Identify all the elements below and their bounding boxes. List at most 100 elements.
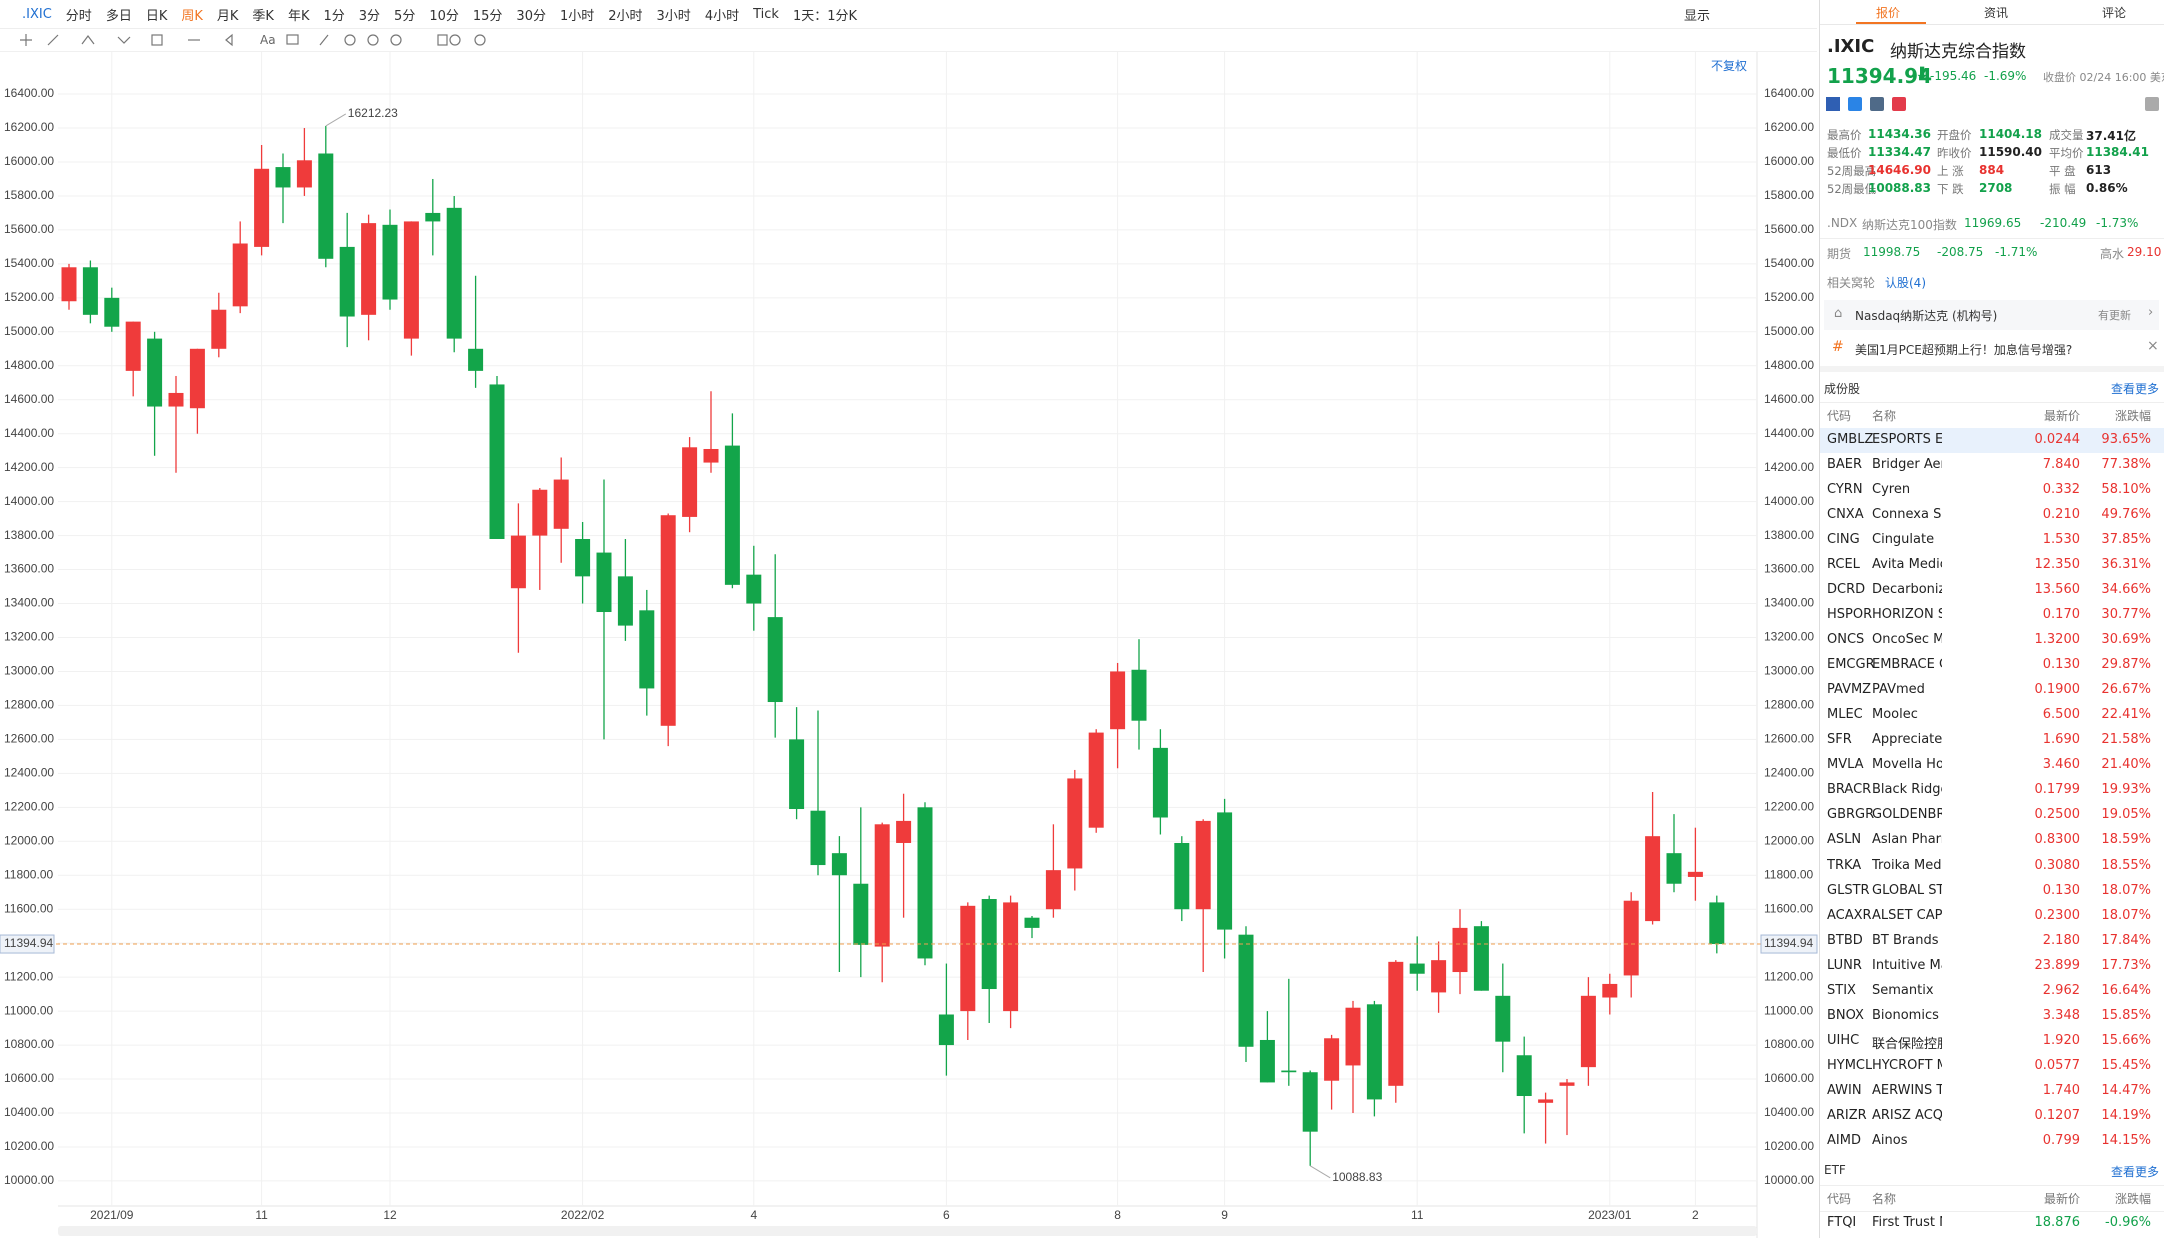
account-card[interactable] xyxy=(1824,300,2159,330)
table-row[interactable]: CNXA Connexa Sports 0.210 49.76% xyxy=(1820,503,2164,528)
table-row[interactable]: BTBD BT Brands 2.180 17.84% xyxy=(1820,929,2164,954)
period-button[interactable]: 2小时 xyxy=(608,8,643,24)
favorite-icon[interactable] xyxy=(1892,97,1906,111)
table-row[interactable]: RCEL Avita Medical 12.350 36.31% xyxy=(1820,553,2164,578)
y-tick-label: 15200.00 xyxy=(4,290,54,304)
table-row[interactable]: AIMD Ainos 0.799 14.15% xyxy=(1820,1129,2164,1154)
close-button[interactable]: × xyxy=(2147,338,2159,354)
wave-tool[interactable] xyxy=(117,36,131,44)
fib-tool[interactable] xyxy=(151,34,163,46)
app-icon[interactable] xyxy=(1848,97,1862,111)
table-row[interactable]: SFR Appreciate Hol 1.690 21.58% xyxy=(1820,728,2164,753)
period-button[interactable]: 月K xyxy=(216,8,239,24)
line-tool[interactable] xyxy=(47,34,59,46)
adjust-toggle[interactable]: 不复权 xyxy=(1711,59,1748,73)
see-more[interactable]: 查看更多 xyxy=(2111,1165,2160,1179)
settings-tool[interactable] xyxy=(474,34,486,46)
last-price: 0.170 xyxy=(2042,607,2080,623)
column-header[interactable]: 涨跌幅 xyxy=(2114,409,2151,423)
period-button[interactable]: 多日 xyxy=(105,8,132,24)
tab[interactable]: 资讯 xyxy=(1984,6,2009,20)
eye-tool[interactable] xyxy=(367,34,379,46)
column-header[interactable]: 涨跌幅 xyxy=(2114,1192,2151,1206)
change-pct: 58.10% xyxy=(2101,482,2151,498)
lock-tool[interactable] xyxy=(390,34,402,46)
column-header[interactable]: 代码 xyxy=(1827,1192,1852,1206)
tab[interactable]: 报价 xyxy=(1876,6,1901,20)
column-header[interactable]: 名称 xyxy=(1872,1192,1897,1206)
display-menu[interactable]: 显示 xyxy=(1683,8,1710,24)
alert-icon[interactable] xyxy=(2145,97,2159,111)
tab[interactable]: 评论 xyxy=(2102,6,2127,20)
column-header[interactable]: 名称 xyxy=(1872,409,1897,423)
period-button[interactable]: 3小时 xyxy=(656,8,691,24)
period-button[interactable]: 分时 xyxy=(65,8,92,24)
warrants-link[interactable]: 认股(4) xyxy=(1885,276,1926,290)
table-row[interactable]: DCRD Decarbonizatio 13.560 34.66% xyxy=(1820,578,2164,603)
text-tool[interactable]: Aa xyxy=(260,33,276,47)
link-tool[interactable] xyxy=(449,34,461,46)
delete-tool[interactable] xyxy=(437,34,448,46)
period-button[interactable]: 30分 xyxy=(516,8,546,24)
table-row[interactable]: MVLA Movella Holdin 3.460 21.40% xyxy=(1820,753,2164,778)
table-row[interactable]: BNOX Bionomics 3.348 15.85% xyxy=(1820,1004,2164,1029)
period-button[interactable]: 10分 xyxy=(429,8,459,24)
column-header[interactable]: 最新价 xyxy=(2043,409,2080,423)
last-price: 18.876 xyxy=(2034,1215,2081,1230)
period-button[interactable]: 日K xyxy=(145,8,168,24)
table-row[interactable]: ONCS OncoSec Medi 1.3200 30.69% xyxy=(1820,628,2164,653)
table-row[interactable]: AWIN AERWINS Tech 1.740 14.47% xyxy=(1820,1079,2164,1104)
news-headline[interactable]: 美国1月PCE超预期上行！加息信号增强? xyxy=(1855,343,2073,357)
table-row[interactable]: FTQI First Trust Nasdaq 18.876 -0.96% xyxy=(1820,1211,2164,1236)
table-row[interactable]: CING Cingulate 1.530 37.85% xyxy=(1820,528,2164,553)
note-tool[interactable] xyxy=(286,34,299,45)
ndx-symbol[interactable]: .NDX xyxy=(1827,216,1858,230)
symbol[interactable]: .IXIC xyxy=(22,6,52,22)
drawing-toolbar: Aa xyxy=(0,29,1817,52)
period-button[interactable]: 5分 xyxy=(394,8,416,24)
table-row[interactable]: ASLN Aslan Pharmac 0.8300 18.59% xyxy=(1820,828,2164,853)
ndx-price: 11969.65 xyxy=(1964,216,2022,230)
table-row[interactable]: LUNR Intuitive Machi 23.899 17.73% xyxy=(1820,954,2164,979)
crosshair-tool[interactable] xyxy=(20,34,32,46)
stat-label: 昨收价 xyxy=(1937,146,1972,160)
period-button[interactable]: Tick xyxy=(753,6,779,22)
table-row[interactable]: PAVMZ PAVmed 0.1900 26.67% xyxy=(1820,678,2164,703)
interval-select[interactable]: 1天：1分K xyxy=(792,8,858,24)
table-row[interactable]: GBRGRGOLDENBRIDG 0.2500 19.05% xyxy=(1820,803,2164,828)
ndx-name[interactable]: 纳斯达克100指数 xyxy=(1862,218,1957,232)
period-button[interactable]: 1小时 xyxy=(559,8,595,24)
table-row[interactable]: ARIZR ARISZ ACQUISI 0.1207 14.19% xyxy=(1820,1104,2164,1129)
magnet-tool[interactable] xyxy=(344,34,356,46)
period-button[interactable]: 15分 xyxy=(472,8,503,24)
table-row[interactable]: BAER Bridger Aerospa 7.840 77.38% xyxy=(1820,453,2164,478)
period-button[interactable]: 4小时 xyxy=(704,8,740,24)
period-button[interactable]: 3分 xyxy=(358,8,381,24)
table-row[interactable]: CYRN Cyren 0.332 58.10% xyxy=(1820,478,2164,503)
see-more[interactable]: 查看更多 xyxy=(2111,382,2160,396)
y-tick-label-right: 16200.00 xyxy=(1764,120,1814,134)
column-header[interactable]: 代码 xyxy=(1827,409,1852,423)
period-button[interactable]: 周K xyxy=(181,8,203,24)
period-button[interactable]: 季K xyxy=(252,8,274,24)
table-row[interactable]: UIHC 联合保险控股 1.920 15.66% xyxy=(1820,1029,2164,1054)
account-name[interactable]: Nasdaq纳斯达克 (机构号) xyxy=(1855,309,1998,323)
pattern-tool[interactable] xyxy=(81,35,95,45)
pen-tool[interactable] xyxy=(319,34,329,46)
period-button[interactable]: 1分 xyxy=(323,8,345,24)
period-button[interactable]: 年K xyxy=(287,8,310,24)
app-icon[interactable] xyxy=(1870,97,1884,111)
column-header[interactable]: 最新价 xyxy=(2043,1192,2080,1206)
table-row[interactable]: STIX Semantix 2.962 16.64% xyxy=(1820,979,2164,1004)
arrow-tool[interactable] xyxy=(225,33,233,47)
table-row[interactable]: TRKA Troika Media 0.3080 18.55% xyxy=(1820,854,2164,879)
table-row[interactable]: MLEC Moolec 6.500 22.41% xyxy=(1820,703,2164,728)
scrollbar[interactable] xyxy=(58,1226,1757,1236)
